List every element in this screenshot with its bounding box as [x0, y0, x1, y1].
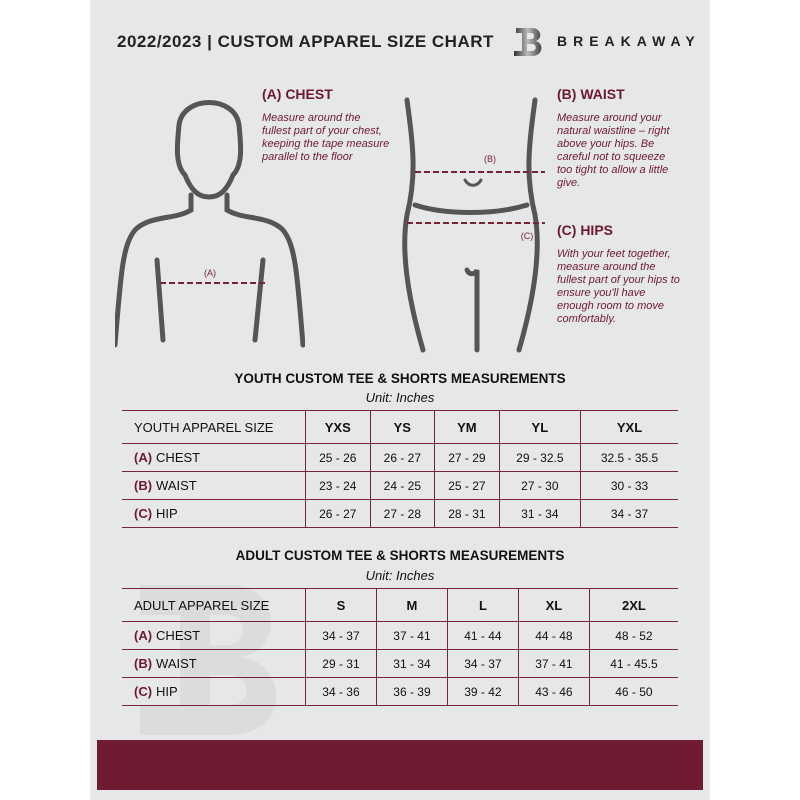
table-cell: 32.5 - 35.5 [580, 443, 678, 472]
measure-letter: (C) [134, 506, 153, 521]
chest-marker: (A) [204, 268, 216, 278]
table-cell: (A) CHEST [122, 621, 306, 650]
table-cell: 29 - 31 [305, 649, 377, 678]
table-cell: S [305, 588, 377, 622]
table-row: (A) CHEST 34 - 37 37 - 41 41 - 44 44 - 48 48 -… [122, 621, 678, 650]
table-cell: YL [498, 410, 581, 444]
footer-band [97, 740, 703, 790]
table-header-row: YOUTH APPAREL SIZE YXS YS YM YL YXL [122, 410, 678, 444]
upper-body-illustration: (A) [115, 100, 305, 348]
table-cell: YXS [305, 410, 371, 444]
table-cell: (B) WAIST [122, 471, 306, 500]
table-cell: 34 - 36 [305, 677, 377, 706]
adult-unit: Unit: Inches [365, 568, 435, 583]
table-cell: YS [369, 410, 435, 444]
youth-unit: Unit: Inches [365, 390, 435, 405]
table-cell: M [375, 588, 448, 622]
table-cell: 46 - 50 [588, 677, 678, 706]
table-cell: 26 - 27 [305, 499, 371, 528]
measure-letter: (C) [134, 684, 153, 699]
table-cell: L [446, 588, 519, 622]
adult-table-title: ADULT CUSTOM TEE & SHORTS MEASUREMENTS [235, 548, 565, 563]
measure-name: CHEST [156, 628, 201, 643]
measure-letter: (A) [134, 450, 153, 465]
table-cell: 29 - 32.5 [498, 443, 581, 472]
table-cell: 31 - 34 [498, 499, 581, 528]
table-cell: 2XL [588, 588, 678, 622]
table-cell: 48 - 52 [588, 621, 678, 650]
table-cell: XL [517, 588, 590, 622]
table-cell: 27 - 28 [369, 499, 435, 528]
table-row: (C) HIP 34 - 36 36 - 39 39 - 42 43 - 46 46 - 5… [122, 677, 678, 706]
breakaway-logo-icon [514, 28, 542, 56]
table-cell: 25 - 27 [434, 471, 500, 500]
table-cell: 41 - 44 [446, 621, 519, 650]
table-cell: (C) HIP [122, 677, 306, 706]
table-row: (C) HIP 26 - 27 27 - 28 28 - 31 31 - 34 34 - 3… [122, 499, 678, 528]
measure-letter: (B) [134, 656, 153, 671]
measure-name: CHEST [156, 450, 201, 465]
measure-letter: (B) [134, 478, 153, 493]
hip-marker: (C) [521, 231, 534, 241]
table-cell: 28 - 31 [434, 499, 500, 528]
youth-table-title: YOUTH CUSTOM TEE & SHORTS MEASUREMENTS [234, 371, 566, 386]
table-cell: (C) HIP [122, 499, 306, 528]
table-cell: 34 - 37 [580, 499, 678, 528]
table-row: (B) WAIST 29 - 31 31 - 34 34 - 37 37 - 41 41 -… [122, 649, 678, 678]
measure-name: HIP [156, 684, 178, 699]
measure-letter: (A) [134, 628, 153, 643]
table-cell: 34 - 37 [446, 649, 519, 678]
table-cell: 34 - 37 [305, 621, 377, 650]
table-cell: 23 - 24 [305, 471, 371, 500]
table-cell: YXL [580, 410, 678, 444]
hips-description: With your feet together, measure around … [557, 248, 680, 325]
table-cell: 31 - 34 [375, 649, 448, 678]
table-cell: 30 - 33 [580, 471, 678, 500]
adult-size-table: ADULT APPAREL SIZE S M L XL 2XL (A) CHEST 34 - … [122, 588, 678, 706]
waist-marker: (B) [484, 154, 496, 164]
table-cell: 39 - 42 [446, 677, 519, 706]
table-cell: 44 - 48 [517, 621, 590, 650]
hips-heading: (C) HIPS [557, 222, 613, 238]
waist-description: Measure around your natural waistline – … [557, 112, 670, 189]
measure-name: HIP [156, 506, 178, 521]
table-cell: 25 - 26 [305, 443, 371, 472]
size-label: ADULT APPAREL SIZE [122, 588, 306, 622]
table-header-row: ADULT APPAREL SIZE S M L XL 2XL [122, 588, 678, 622]
table-cell: 41 - 45.5 [588, 649, 678, 678]
page-title: 2022/2023 | CUSTOM APPAREL SIZE CHART [117, 32, 494, 51]
table-cell: 27 - 30 [498, 471, 581, 500]
table-cell: (B) WAIST [122, 649, 306, 678]
size-label: YOUTH APPAREL SIZE [122, 410, 306, 444]
table-cell: 43 - 46 [517, 677, 590, 706]
table-cell: 37 - 41 [517, 649, 590, 678]
table-cell: 37 - 41 [375, 621, 448, 650]
waist-heading: (B) WAIST [557, 86, 625, 102]
brand-name: BREAKAWAY [557, 33, 701, 49]
chest-heading: (A) CHEST [262, 86, 333, 102]
table-row: (A) CHEST 25 - 26 26 - 27 27 - 29 29 - 32.5 32… [122, 443, 678, 472]
table-cell: 27 - 29 [434, 443, 500, 472]
table-cell: YM [434, 410, 500, 444]
measure-name: WAIST [156, 478, 197, 493]
table-cell: 36 - 39 [375, 677, 448, 706]
table-row: (B) WAIST 23 - 24 24 - 25 25 - 27 27 - 30 30 -… [122, 471, 678, 500]
chest-description: Measure around the fullest part of your … [262, 112, 390, 163]
table-cell: 24 - 25 [369, 471, 435, 500]
table-cell: 26 - 27 [369, 443, 435, 472]
youth-size-table: YOUTH APPAREL SIZE YXS YS YM YL YXL (A) CHEST 2… [122, 410, 678, 528]
table-cell: (A) CHEST [122, 443, 306, 472]
lower-body-illustration: (B) (C) [402, 97, 545, 353]
measure-name: WAIST [156, 656, 197, 671]
